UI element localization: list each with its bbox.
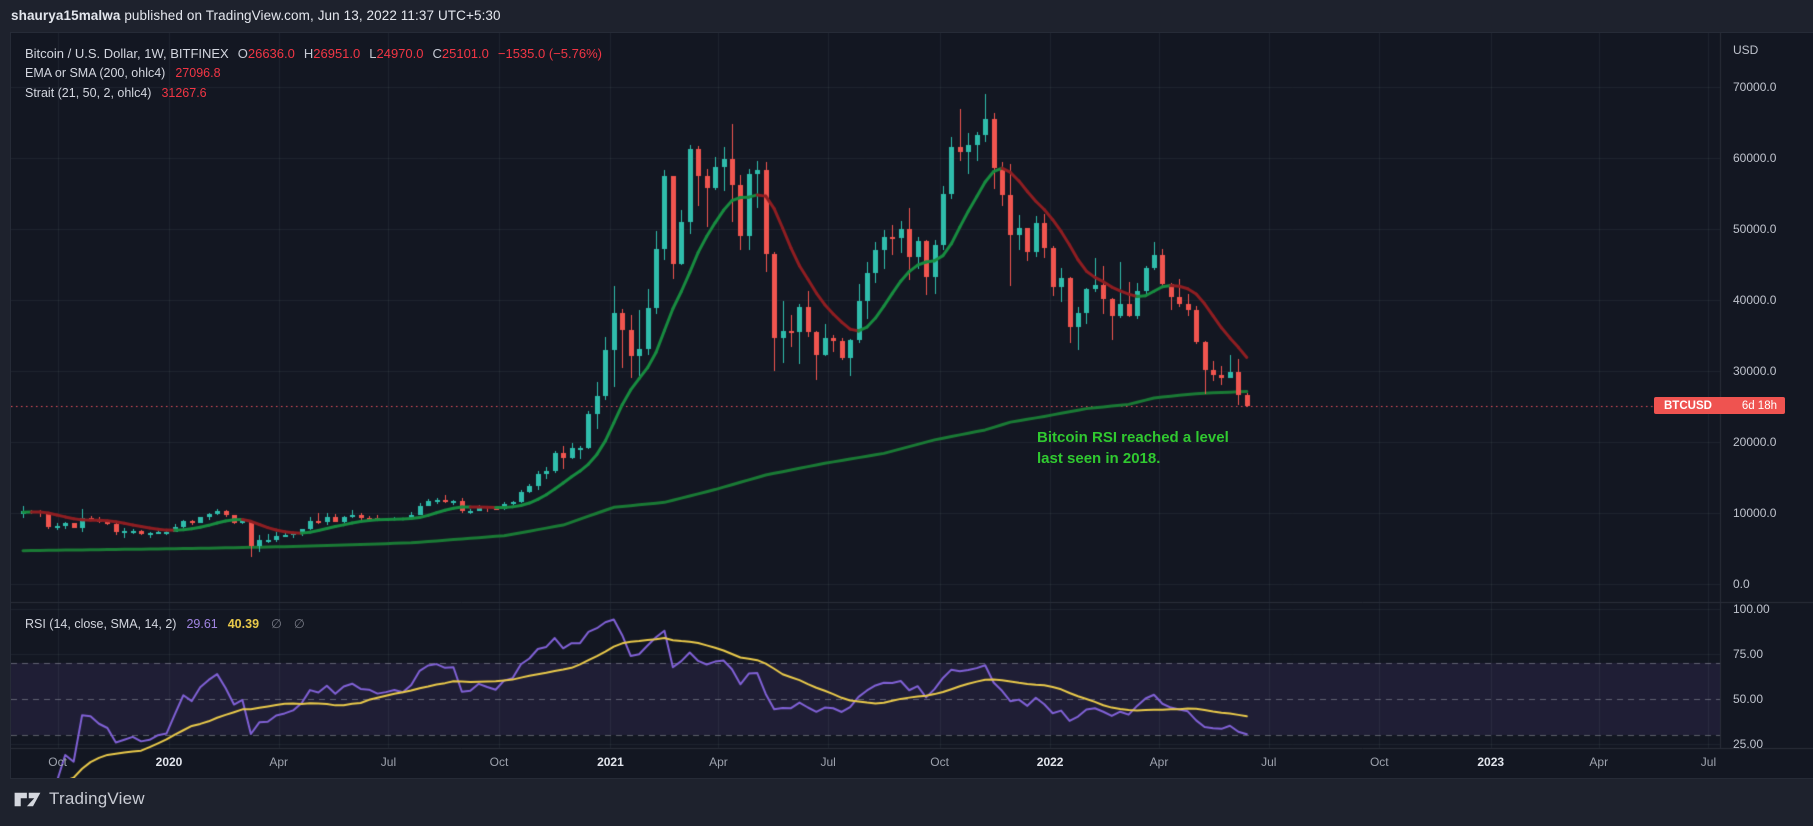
chart-widget: Bitcoin / U.S. Dollar, 1W, BITFINEX O2663… (11, 33, 1813, 778)
time-axis-label: Jul (1261, 755, 1277, 769)
ma200-value: 27096.8 (175, 66, 221, 80)
price-axis-label: 60000.0 (1733, 151, 1777, 165)
ohlc-value: 24970.0 (376, 46, 424, 61)
symbol-title: Bitcoin / U.S. Dollar, 1W, BITFINEX (25, 46, 229, 61)
header-bar: shaurya15malwa published on TradingView.… (0, 0, 1813, 33)
time-axis-label: Jul (820, 755, 836, 769)
ohlc-value: 25101.0 (441, 46, 489, 61)
ohlc-key: C (432, 46, 442, 61)
price-axis-label: 30000.0 (1733, 364, 1777, 378)
time-axis-label: Oct (48, 755, 67, 769)
time-axis-label: 2022 (1036, 755, 1064, 769)
price-axis[interactable]: USD 70000.0 60000.0 50000.0 40000.0 30000.0 2… (1720, 33, 1813, 751)
username: shaurya15malwa (11, 8, 121, 23)
last-price-badge[interactable]: BTCUSD 6d 18h (1654, 397, 1785, 414)
time-axis-label: Apr (1589, 755, 1609, 769)
time-axis-labels: Oct 2020 Apr Jul Oct 2021 Apr Jul Oct 2022 Apr Jul O… (11, 755, 1720, 775)
rsi-axis-label: 25.00 (1733, 737, 1764, 751)
time-axis-label: Oct (1369, 755, 1389, 769)
strait-value: 31267.6 (161, 86, 207, 100)
time-axis-label: Apr (1149, 755, 1169, 769)
ohlc-value: 26636.0 (247, 46, 295, 61)
rsi-axis-label: 100.00 (1733, 602, 1770, 616)
time-axis[interactable]: Oct 2020 Apr Jul Oct 2021 Apr Jul Oct 2022 Apr Jul O… (11, 748, 1813, 778)
badge-symbol: BTCUSD (1664, 399, 1712, 412)
tradingview-logo-icon[interactable] (14, 791, 41, 808)
price-axis-label: 20000.0 (1733, 435, 1777, 449)
price-rsi-chart-canvas[interactable] (11, 33, 1813, 778)
time-axis-label: 2021 (597, 755, 624, 769)
publish-info: published on TradingView.com, Jun 13, 20… (120, 8, 501, 23)
price-axis-label: 10000.0 (1733, 506, 1777, 520)
annotation-line-1: Bitcoin RSI reached a level (1037, 429, 1229, 446)
time-axis-label: Oct (489, 755, 509, 769)
ma200-label: EMA or SMA (200, ohlc4) (25, 66, 166, 80)
ohlc-values: O26636.0 H26951.0 L24970.0 C25101.0 (229, 46, 489, 61)
ohlc-key: L (369, 46, 377, 61)
price-axis-label: 40000.0 (1733, 293, 1777, 307)
rsi-legend-row[interactable]: RSI (14, close, SMA, 14, 2) 29.61 40.39 ∅ ∅ (25, 616, 305, 631)
tradingview-brand-text[interactable]: TradingView (49, 789, 145, 808)
price-axis-currency-title: USD (1733, 43, 1759, 57)
rsi-value: 29.61 (186, 617, 218, 631)
price-axis-label: 0.0 (1733, 577, 1750, 591)
change-value: −1535.0 (−5.76%) (497, 46, 602, 61)
time-axis-label: Oct (930, 755, 949, 769)
rsi-axis-label: 50.00 (1733, 692, 1764, 706)
time-axis-label: 2020 (155, 755, 183, 769)
rsi-empty-value-2: ∅ (293, 617, 305, 631)
ohlc-key: O (237, 46, 248, 61)
price-axis-label: 50000.0 (1733, 222, 1777, 236)
annotation-line-2: last seen in 2018. (1037, 450, 1161, 467)
badge-countdown: 6d 18h (1741, 399, 1777, 412)
rsi-empty-value-1: ∅ (271, 617, 282, 631)
strait-legend-row[interactable]: Strait (21, 50, 2, ohlc4) 31267.6 (25, 86, 207, 100)
price-axis-label: 70000.0 (1733, 80, 1777, 94)
ohlc-key: H (303, 46, 314, 61)
rsi-ma-value: 40.39 (227, 617, 260, 631)
time-axis-label: 2023 (1477, 755, 1505, 769)
rsi-label: RSI (14, close, SMA, 14, 2) (25, 617, 177, 631)
ma200-legend-row[interactable]: EMA or SMA (200, ohlc4) 27096.8 (25, 66, 221, 80)
annotation-text: Bitcoin RSI reached a level last seen in… (1037, 427, 1229, 469)
time-axis-label: Apr (709, 755, 728, 769)
time-axis-label: Apr (269, 755, 289, 769)
symbol-legend-row[interactable]: Bitcoin / U.S. Dollar, 1W, BITFINEX O2663… (25, 46, 602, 61)
ohlc-value: 26951.0 (313, 46, 361, 61)
strait-label: Strait (21, 50, 2, ohlc4) (25, 86, 152, 100)
published-by-text: shaurya15malwa published on TradingView.… (11, 8, 501, 23)
time-axis-label: Jul (380, 755, 397, 769)
rsi-axis-label: 75.00 (1733, 647, 1764, 661)
time-axis-label: Jul (1700, 755, 1717, 769)
footer: TradingView (14, 786, 145, 812)
